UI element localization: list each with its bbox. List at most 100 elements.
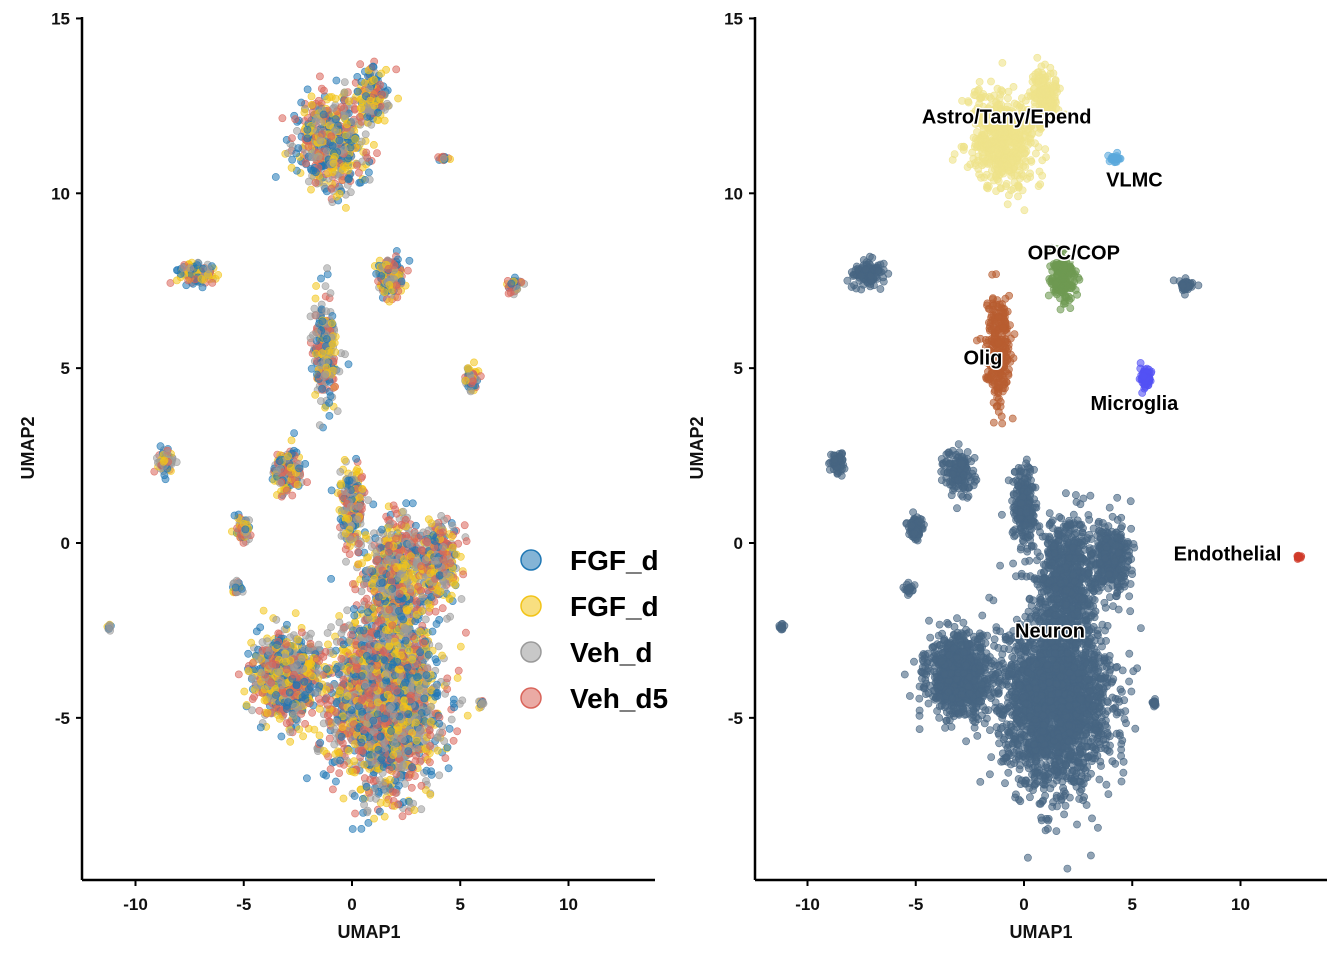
scatter-point <box>410 806 419 814</box>
scatter-point <box>263 709 272 717</box>
scatter-point <box>426 790 435 799</box>
scatter-point <box>387 727 395 735</box>
scatter-point <box>457 595 466 603</box>
scatter-point <box>426 569 435 578</box>
scatter-point <box>291 609 300 617</box>
scatter-point <box>354 746 363 755</box>
scatter-point <box>292 681 301 690</box>
scatter-point <box>408 499 417 508</box>
scatter-point <box>352 515 361 524</box>
scatter-point <box>386 775 394 784</box>
left-scatter-points <box>103 57 529 833</box>
scatter-point <box>306 682 315 691</box>
scatter-point <box>282 719 291 728</box>
scatter-point <box>393 657 402 666</box>
scatter-point <box>308 672 317 681</box>
scatter-point <box>265 647 274 656</box>
scatter-point <box>416 648 425 657</box>
scatter-point <box>364 608 372 617</box>
scatter-point <box>397 520 406 529</box>
scatter-point <box>399 507 408 516</box>
scatter-point <box>282 486 291 495</box>
scatter-point <box>258 638 267 647</box>
scatter-point <box>374 746 383 754</box>
scatter-point <box>315 705 324 713</box>
scatter-point <box>417 607 426 616</box>
scatter-point <box>412 751 420 760</box>
scatter-point <box>282 640 290 649</box>
scatter-point <box>337 732 346 741</box>
scatter-point <box>347 706 356 715</box>
scatter-point <box>343 692 352 700</box>
scatter-point <box>240 687 249 696</box>
scatter-point <box>411 617 420 626</box>
scatter-point <box>346 645 354 654</box>
scatter-point <box>380 656 389 665</box>
scatter-point <box>323 629 332 637</box>
scatter-point <box>432 658 441 667</box>
scatter-point <box>392 686 401 695</box>
scatter-point <box>445 724 454 733</box>
scatter-point <box>447 532 456 541</box>
scatter-point <box>241 525 250 534</box>
scatter-point <box>282 705 291 713</box>
scatter-point <box>332 718 341 726</box>
scatter-point <box>385 605 394 614</box>
scatter-point <box>350 757 358 766</box>
scatter-point <box>273 641 281 649</box>
scatter-point <box>417 546 426 554</box>
scatter-point <box>277 732 286 741</box>
scatter-point <box>386 520 394 528</box>
scatter-point <box>313 688 322 697</box>
scatter-point <box>450 703 458 712</box>
scatter-point <box>348 767 357 776</box>
scatter-point <box>407 783 416 792</box>
scatter-point <box>405 539 414 548</box>
scatter-point <box>345 525 354 534</box>
scatter-point <box>449 736 458 745</box>
scatter-point <box>373 555 382 564</box>
scatter-point <box>396 570 405 578</box>
scatter-point <box>282 665 291 674</box>
scatter-point <box>354 548 362 557</box>
scatter-point <box>286 728 295 736</box>
scatter-point <box>288 491 297 500</box>
scatter-point <box>344 746 353 755</box>
scatter-point <box>323 701 332 709</box>
scatter-point <box>335 618 344 627</box>
scatter-point <box>378 578 387 587</box>
scatter-point <box>301 720 309 728</box>
scatter-point <box>378 566 387 575</box>
scatter-point <box>310 725 319 734</box>
scatter-point <box>412 673 421 682</box>
scatter-point <box>419 639 428 648</box>
scatter-point <box>260 696 269 705</box>
scatter-point <box>315 731 324 740</box>
scatter-point <box>461 628 470 637</box>
scatter-point <box>449 578 458 587</box>
scatter-point <box>428 627 437 636</box>
scatter-point <box>352 656 361 664</box>
scatter-point <box>375 807 384 816</box>
scatter-point <box>385 704 394 713</box>
scatter-point <box>423 538 432 547</box>
scatter-point <box>385 765 394 774</box>
scatter-point <box>452 550 461 559</box>
scatter-point <box>322 771 330 780</box>
scatter-point <box>414 582 423 591</box>
scatter-point <box>359 626 368 635</box>
scatter-point <box>248 659 257 667</box>
scatter-point <box>398 761 407 769</box>
scatter-point <box>306 639 315 648</box>
scatter-point <box>424 650 433 659</box>
scatter-point <box>374 537 383 545</box>
scatter-point <box>453 674 462 682</box>
scatter-point <box>352 664 361 673</box>
scatter-point <box>437 512 446 520</box>
scatter-point <box>354 502 363 511</box>
scatter-point <box>343 606 352 615</box>
scatter-point <box>282 620 291 629</box>
scatter-point <box>399 703 408 711</box>
scatter-point <box>341 350 349 359</box>
